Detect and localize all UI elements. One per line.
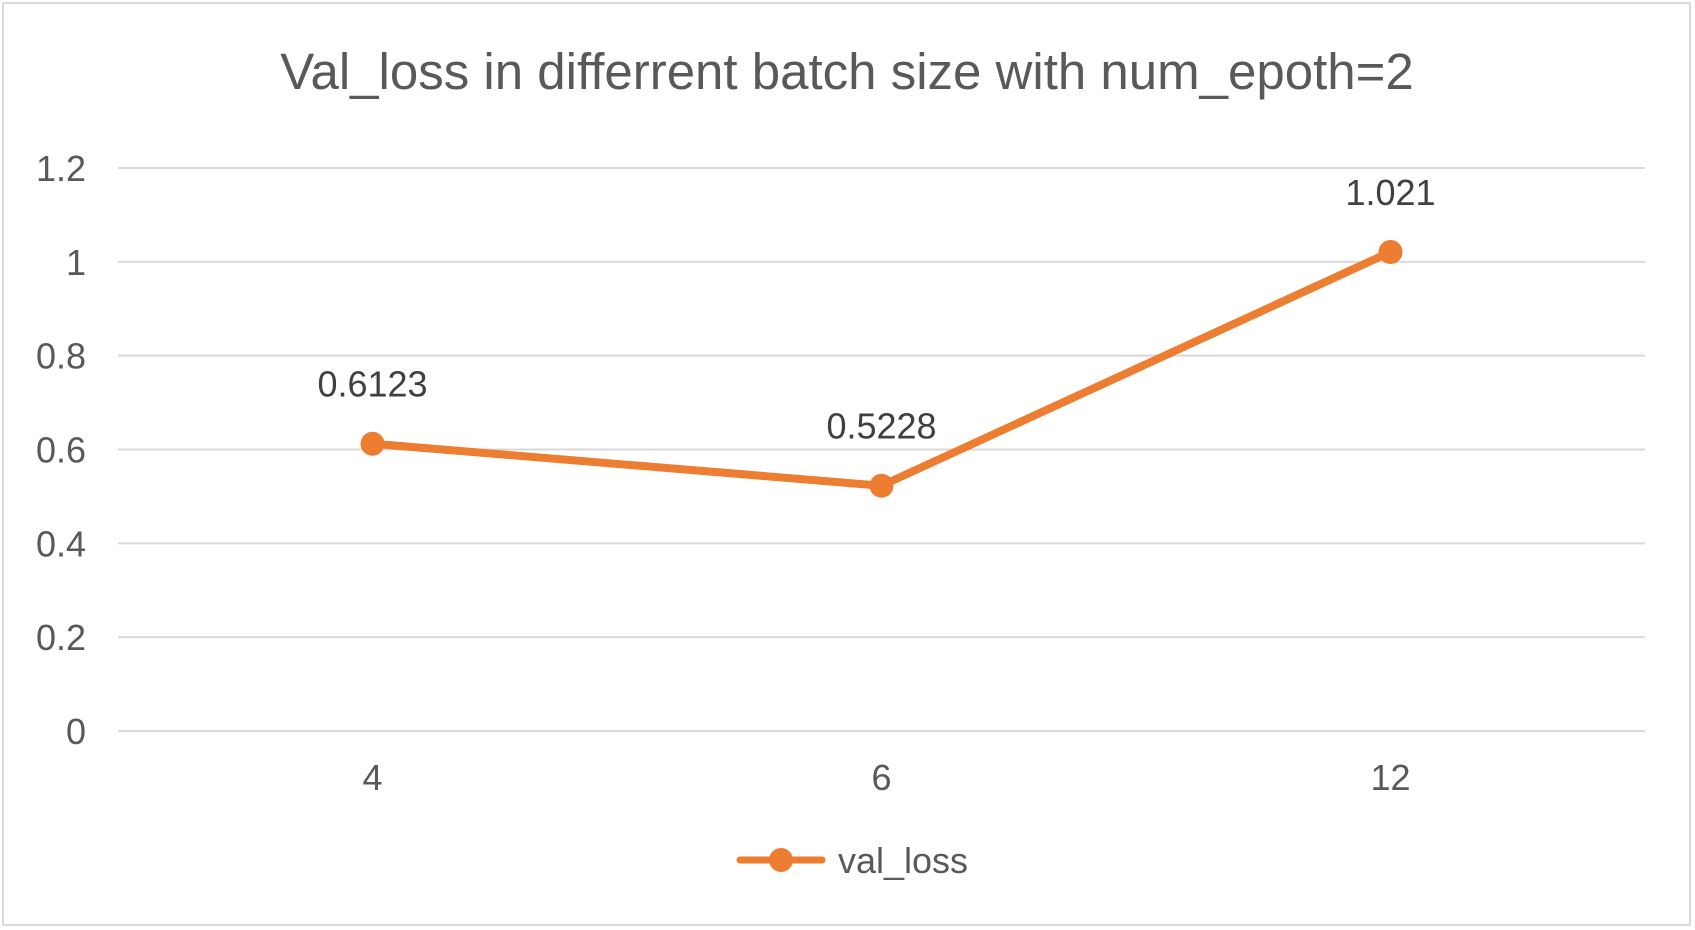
data-point	[360, 431, 385, 456]
series-val-loss	[360, 239, 1403, 498]
x-tick-label: 6	[871, 757, 891, 798]
y-tick-label: 1.2	[36, 148, 86, 189]
y-tick-label: 0	[66, 711, 86, 752]
chart-title: Val_loss in differrent batch size with n…	[280, 43, 1414, 100]
x-tick-label: 12	[1370, 757, 1410, 798]
legend: val_loss	[736, 840, 968, 881]
legend-label: val_loss	[838, 840, 968, 881]
y-tick-label: 1	[66, 242, 86, 283]
data-point	[1378, 239, 1403, 264]
x-tick-label: 4	[362, 757, 382, 798]
data-label: 0.6123	[317, 364, 427, 405]
x-axis-tick-labels: 4 6 12	[362, 757, 1410, 798]
y-axis-tick-labels: 0 0.2 0.4 0.6 0.8 1 1.2	[36, 148, 86, 752]
data-labels: 0.6123 0.5228 1.021	[317, 172, 1435, 447]
y-tick-label: 0.4	[36, 523, 86, 564]
y-tick-label: 0.6	[36, 430, 86, 471]
gridlines	[118, 167, 1645, 732]
data-point	[869, 473, 894, 498]
data-label: 0.5228	[826, 406, 936, 447]
data-label: 1.021	[1345, 172, 1435, 213]
y-tick-label: 0.8	[36, 336, 86, 377]
series-line	[368, 247, 1395, 490]
legend-swatch-marker	[769, 848, 793, 872]
y-tick-label: 0.2	[36, 617, 86, 658]
